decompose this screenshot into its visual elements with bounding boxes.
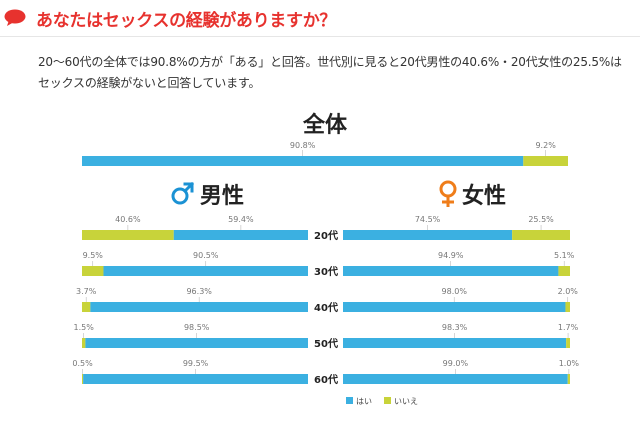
male-bar-yes	[90, 302, 308, 312]
female-symbol-cross	[442, 196, 454, 207]
male-no-label: 9.5%	[83, 251, 104, 260]
legend-label: いいえ	[394, 397, 418, 406]
male-no-label: 40.6%	[115, 215, 141, 224]
legend-swatch	[384, 397, 391, 404]
male-yes-label: 99.5%	[183, 359, 209, 368]
speech-bubble-icon	[4, 9, 26, 26]
overall-bar-no	[523, 156, 568, 166]
female-bar-yes	[343, 374, 568, 384]
age-label: 40代	[314, 301, 338, 314]
legend-label: はい	[356, 397, 372, 406]
header-divider	[0, 36, 640, 37]
female-yes-label: 98.3%	[442, 323, 468, 332]
male-symbol-arrow	[182, 181, 195, 194]
female-yes-label: 99.0%	[443, 359, 469, 368]
question-header: あなたはセックスの経験がありますか？	[0, 0, 640, 40]
female-bar-no	[566, 338, 570, 348]
female-yes-label: 74.5%	[415, 215, 441, 224]
male-bar-yes	[173, 230, 308, 240]
female-symbol-icon	[439, 180, 457, 198]
male-bar-no	[82, 338, 86, 348]
male-bar-no	[82, 266, 104, 276]
female-yes-label: 98.0%	[442, 287, 468, 296]
male-no-label: 3.7%	[76, 287, 97, 296]
male-symbol-icon	[171, 187, 189, 205]
age-label: 60代	[314, 373, 338, 386]
female-no-label: 1.0%	[559, 359, 580, 368]
female-no-label: 25.5%	[528, 215, 554, 224]
male-title: 男性	[200, 184, 244, 209]
male-bar-no	[82, 302, 91, 312]
female-bar-no	[558, 266, 570, 276]
male-bar-yes	[85, 338, 308, 348]
male-no-label: 0.5%	[72, 359, 93, 368]
male-bar-yes	[83, 374, 308, 384]
female-bar-no	[565, 302, 570, 312]
female-bar-yes	[343, 266, 559, 276]
female-no-label: 2.0%	[558, 287, 579, 296]
male-bar-no	[82, 230, 174, 240]
age-label: 20代	[314, 229, 338, 242]
question-title: あなたはセックスの経験がありますか？	[36, 11, 337, 31]
female-no-label: 1.7%	[558, 323, 579, 332]
overall-yes-label: 90.8%	[290, 141, 316, 150]
male-yes-label: 96.3%	[186, 287, 212, 296]
legend-swatch	[346, 397, 353, 404]
female-bar-yes	[343, 338, 567, 348]
overall-bar-yes	[82, 156, 524, 166]
female-bar-yes	[343, 230, 513, 240]
overall-no-label: 9.2%	[535, 141, 556, 150]
overall-title: 全体	[302, 112, 348, 138]
male-bar-no	[82, 374, 84, 384]
female-bar-yes	[343, 302, 566, 312]
female-no-label: 5.1%	[554, 251, 575, 260]
female-bar-no	[567, 374, 570, 384]
male-yes-label: 98.5%	[184, 323, 210, 332]
male-yes-label: 59.4%	[228, 215, 254, 224]
female-yes-label: 94.9%	[438, 251, 464, 260]
male-bar-yes	[103, 266, 308, 276]
age-label: 50代	[314, 337, 338, 350]
male-yes-label: 90.5%	[193, 251, 219, 260]
male-no-label: 1.5%	[74, 323, 95, 332]
age-label: 30代	[314, 265, 338, 278]
female-title: 女性	[462, 183, 506, 209]
description-text: 20〜60代の全体では90.8%の方が「ある」と回答。世代別に見ると20代男性の…	[38, 55, 622, 90]
female-bar-no	[512, 230, 570, 240]
